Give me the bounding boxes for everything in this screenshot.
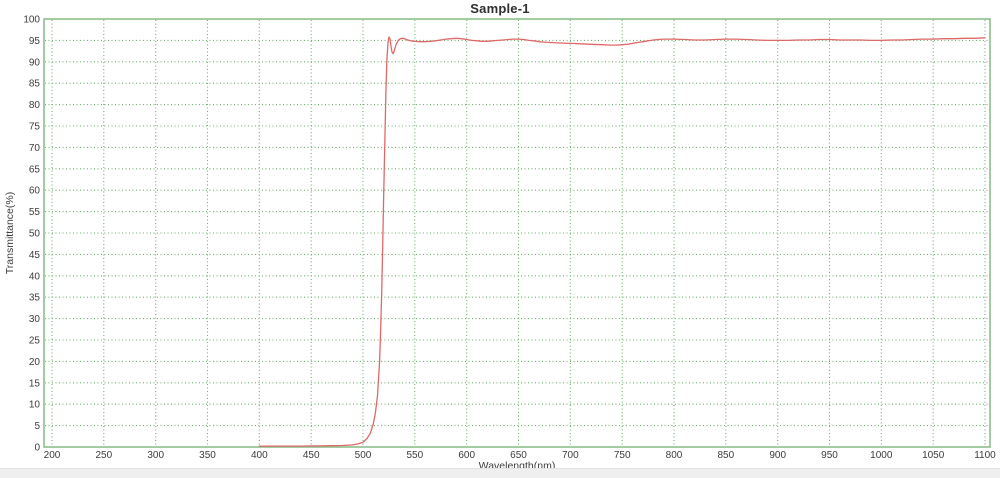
x-tick-label: 250 xyxy=(95,450,112,461)
plot-border xyxy=(43,18,991,448)
series-line-sample-1 xyxy=(258,36,986,447)
x-tick-label: 500 xyxy=(355,450,372,461)
x-tick-label: 650 xyxy=(510,450,527,461)
y-tick-label: 15 xyxy=(29,378,41,389)
x-tick-label: 600 xyxy=(458,450,475,461)
y-tick-label: 100 xyxy=(23,15,40,26)
x-tick-label: 450 xyxy=(303,450,320,461)
y-tick-label: 25 xyxy=(29,336,41,347)
x-tick-label: 350 xyxy=(199,450,216,461)
y-tick-label: 80 xyxy=(29,100,41,111)
y-tick-label: 60 xyxy=(29,186,41,197)
y-axis-title: Transmittance(%) xyxy=(4,192,16,274)
x-tick-label: 900 xyxy=(769,450,786,461)
x-tick-label: 800 xyxy=(666,450,683,461)
x-tick-label: 400 xyxy=(251,450,268,461)
y-tick-label: 85 xyxy=(29,79,41,90)
y-tick-label: 35 xyxy=(29,293,41,304)
y-tick-label: 70 xyxy=(29,143,41,154)
x-tick-label: 1000 xyxy=(870,450,893,461)
y-tick-label: 0 xyxy=(34,443,40,454)
grid xyxy=(45,20,989,446)
y-tick-label: 95 xyxy=(29,36,41,47)
x-tick-label: 750 xyxy=(614,450,631,461)
y-tick-label: 45 xyxy=(29,250,41,261)
x-tick-label: 200 xyxy=(44,450,61,461)
chart-title: Sample-1 xyxy=(470,1,530,16)
x-tick-label: 300 xyxy=(147,450,164,461)
x-tick-label: 950 xyxy=(821,450,838,461)
y-tick-label: 65 xyxy=(29,164,41,175)
y-tick-label: 40 xyxy=(29,271,41,282)
y-tick-label: 20 xyxy=(29,357,41,368)
window-bottom-strip xyxy=(0,468,1000,478)
x-tick-label: 850 xyxy=(717,450,734,461)
y-tick-label: 10 xyxy=(29,400,41,411)
y-tick-label: 55 xyxy=(29,207,41,218)
x-tick-label: 550 xyxy=(406,450,423,461)
y-tick-label: 30 xyxy=(29,314,41,325)
y-tick-label: 5 xyxy=(34,421,40,432)
x-tick-label: 1050 xyxy=(922,450,945,461)
y-tick-label: 75 xyxy=(29,122,41,133)
y-tick-label: 50 xyxy=(29,229,41,240)
x-tick-label: 1100 xyxy=(974,450,996,461)
y-tick-label: 90 xyxy=(29,57,41,68)
x-tick-label: 700 xyxy=(562,450,579,461)
